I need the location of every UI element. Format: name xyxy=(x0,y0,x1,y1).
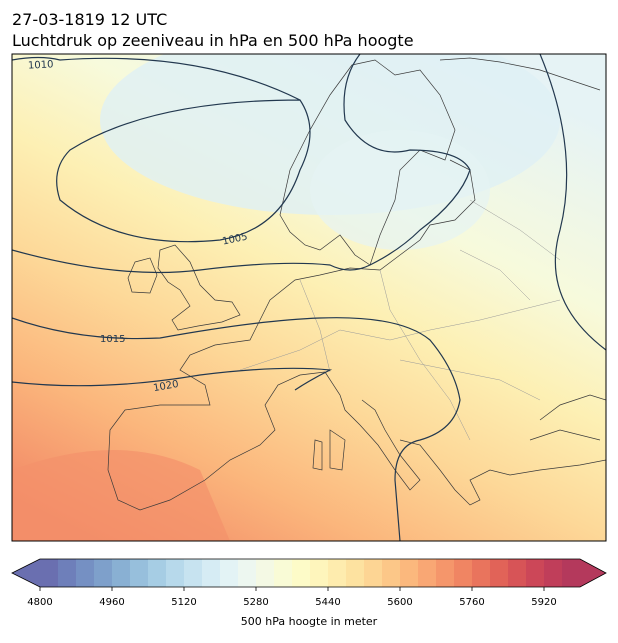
colorbar-segment xyxy=(328,559,347,587)
isobar-label: 1020 xyxy=(153,379,180,394)
colorbar-segment xyxy=(310,559,329,587)
isobar xyxy=(12,317,461,541)
coastline xyxy=(399,439,606,506)
colorbar-segment xyxy=(382,559,401,587)
isobar-label: 1005 xyxy=(221,231,248,247)
colorbar-segment xyxy=(274,559,293,587)
colorbar-segment xyxy=(238,559,257,587)
colorbar-segment xyxy=(166,559,185,587)
colorbar-segment xyxy=(292,559,311,587)
colorbar-segment xyxy=(364,559,383,587)
colorbar-segment xyxy=(490,559,509,587)
colorbar-tick-label: 5600 xyxy=(387,597,412,608)
colorbar-label: 500 hPa hoogte in meter xyxy=(241,615,378,628)
colorbar-tick-label: 4800 xyxy=(27,597,52,608)
border xyxy=(239,199,561,441)
colorbar-segment xyxy=(526,559,545,587)
coastline xyxy=(157,244,241,331)
colorbar-segment xyxy=(184,559,203,587)
colorbar-segment xyxy=(130,559,149,587)
coastline xyxy=(312,429,346,471)
isobar xyxy=(12,54,471,274)
map: 1010 1005 1015 1020 xyxy=(12,54,606,541)
colorbar-tick-label: 5440 xyxy=(315,597,340,608)
colorbar-segment xyxy=(220,559,239,587)
map-frame xyxy=(11,53,607,542)
colorbar-segment xyxy=(112,559,131,587)
colorbar-segment xyxy=(472,559,491,587)
colorbar-tick-label: 5280 xyxy=(243,597,268,608)
isobar xyxy=(12,367,333,391)
high-height-area xyxy=(12,450,230,541)
subtitle: Luchtdruk op zeeniveau in hPa en 500 hPa… xyxy=(12,31,414,50)
colorbar-tick-label: 5920 xyxy=(531,597,556,608)
coastline xyxy=(279,59,456,266)
colorbar-tick-label: 5120 xyxy=(171,597,196,608)
colorbar-segment xyxy=(418,559,437,587)
colorbar-extend-high xyxy=(580,559,606,587)
colorbar-segment xyxy=(148,559,167,587)
colorbar-segment xyxy=(508,559,527,587)
isobar-label: 1010 xyxy=(28,59,54,71)
isobar-label: 1015 xyxy=(100,334,125,345)
isobar xyxy=(12,56,311,243)
coastline xyxy=(439,57,601,91)
colorbar-segment xyxy=(346,559,365,587)
colorbar-segment xyxy=(544,559,563,587)
colorbar-segment xyxy=(40,559,59,587)
colorbar-tick-label: 4960 xyxy=(99,597,124,608)
low-height-area xyxy=(310,130,490,250)
isobar xyxy=(539,54,606,351)
colorbar-outline xyxy=(11,558,607,588)
colorbar-segment xyxy=(400,559,419,587)
colorbar-tick-label: 5760 xyxy=(459,597,484,608)
coastline xyxy=(529,394,606,441)
colorbar-segment xyxy=(454,559,473,587)
colorbar: 4800 4960 5120 5280 5440 5600 5760 5920 xyxy=(11,558,607,608)
coastline xyxy=(324,371,421,491)
colorbar-segment xyxy=(58,559,77,587)
colorbar-segment xyxy=(76,559,95,587)
coastline xyxy=(259,159,476,321)
colorbar-segment xyxy=(202,559,221,587)
coastline xyxy=(107,319,326,511)
colorbar-segment xyxy=(562,559,581,587)
coastline xyxy=(127,257,158,294)
title: 27-03-1819 12 UTC xyxy=(12,10,167,29)
colorbar-extend-low xyxy=(12,559,40,587)
colorbar-segment xyxy=(256,559,275,587)
colorbar-segment xyxy=(436,559,455,587)
colorbar-segment xyxy=(94,559,113,587)
